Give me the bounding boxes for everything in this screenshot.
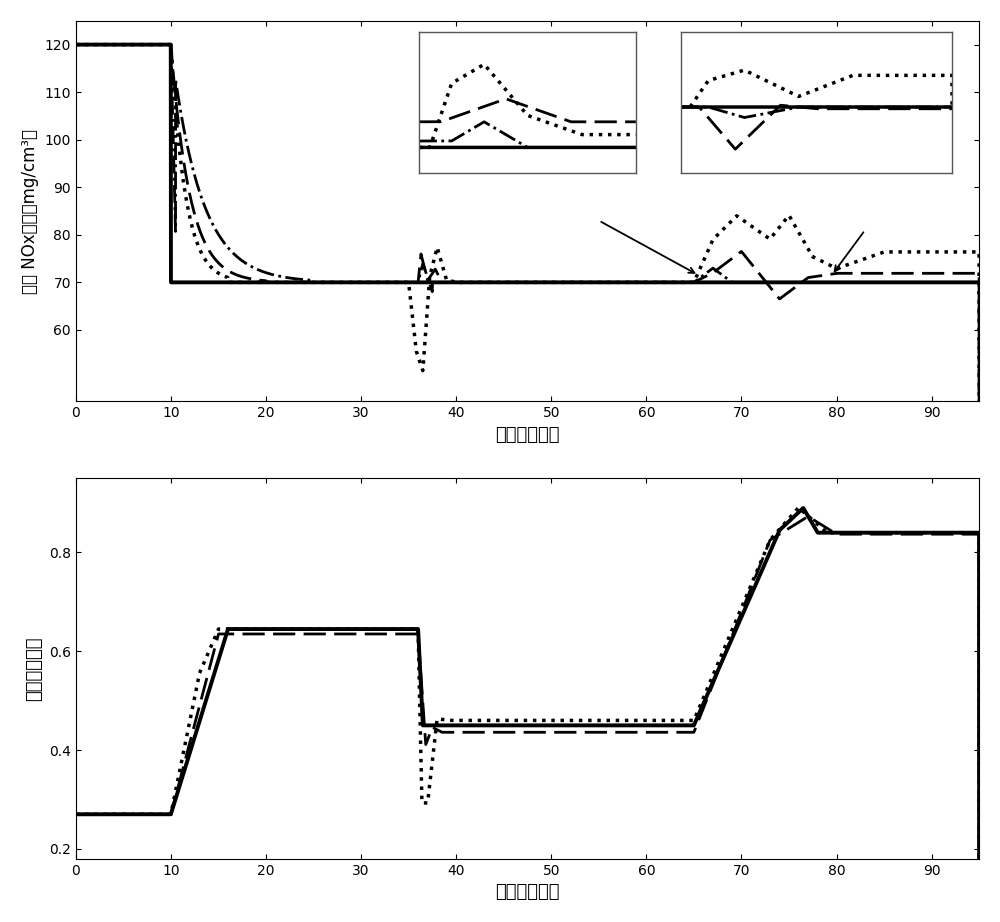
Y-axis label: 出口 NOx浓度（mg/cm³）: 出口 NOx浓度（mg/cm³） <box>21 128 39 293</box>
Y-axis label: 喷氨阀门开度: 喷氨阀门开度 <box>25 636 43 701</box>
X-axis label: 时间（分钟）: 时间（分钟） <box>495 883 560 901</box>
X-axis label: 时间（分钟）: 时间（分钟） <box>495 426 560 443</box>
